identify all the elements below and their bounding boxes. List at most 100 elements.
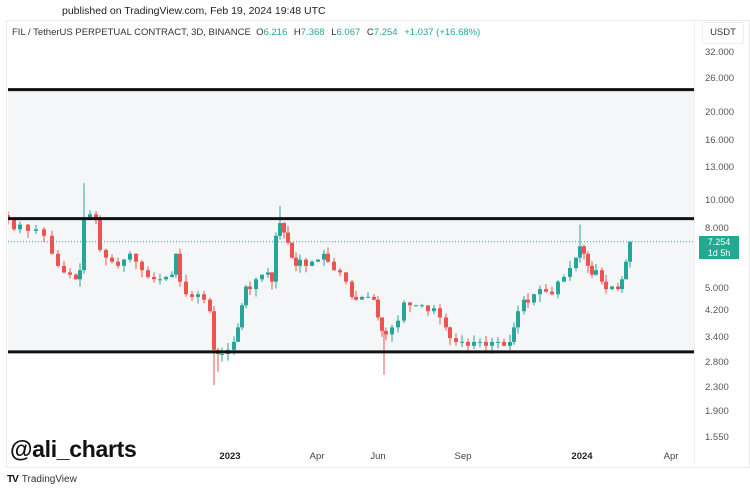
candle-down bbox=[454, 338, 458, 342]
candle-down bbox=[408, 302, 412, 306]
candle-down bbox=[380, 317, 384, 331]
candle-up bbox=[460, 341, 464, 343]
candle-down bbox=[372, 296, 376, 300]
candle-up bbox=[196, 294, 200, 297]
price-tick: 4.200 bbox=[705, 305, 729, 317]
candle-down bbox=[116, 261, 120, 266]
candle-down bbox=[376, 299, 380, 318]
candle-up bbox=[532, 294, 536, 303]
candle-down bbox=[466, 341, 470, 346]
candle-down bbox=[56, 253, 60, 266]
author-watermark: @ali_charts bbox=[10, 436, 137, 462]
candle-up bbox=[322, 253, 326, 260]
price-tick: 13.000 bbox=[705, 161, 735, 173]
time-tick: Sep bbox=[454, 451, 472, 462]
price-tick: 1.550 bbox=[705, 432, 729, 443]
candle-up bbox=[360, 296, 364, 300]
candle-down bbox=[304, 259, 308, 266]
candle-down bbox=[502, 341, 506, 346]
candle-down bbox=[68, 272, 72, 275]
candle-up bbox=[578, 246, 582, 258]
candle-down bbox=[544, 289, 548, 292]
tradingview-brand[interactable]: TV TradingView bbox=[7, 474, 77, 485]
low-value: 6.067 bbox=[336, 27, 361, 38]
candle-up bbox=[34, 229, 38, 231]
candle-down bbox=[202, 294, 206, 300]
candle-down bbox=[152, 276, 156, 280]
candle-up bbox=[78, 270, 82, 280]
candle-down bbox=[600, 270, 604, 282]
candle-up bbox=[82, 218, 86, 271]
candle-up bbox=[274, 235, 278, 282]
candle-up bbox=[522, 299, 526, 312]
candle-up bbox=[508, 341, 512, 346]
candle-up bbox=[414, 305, 418, 307]
price-tick: 10.000 bbox=[705, 194, 735, 206]
candle-up bbox=[174, 253, 178, 275]
candle-down bbox=[146, 270, 150, 277]
candle-up bbox=[478, 341, 482, 343]
time-tick: Jun bbox=[370, 451, 386, 462]
price-tick: 26.000 bbox=[705, 73, 735, 85]
candle-down bbox=[248, 286, 252, 290]
candle-up bbox=[556, 281, 560, 295]
candle-down bbox=[26, 224, 30, 231]
candle-up bbox=[128, 253, 132, 260]
candle-up bbox=[496, 341, 500, 343]
price-tick: 3.400 bbox=[705, 332, 729, 344]
time-tick: 2024 bbox=[571, 451, 593, 462]
candle-down bbox=[338, 270, 342, 273]
candle-down bbox=[282, 223, 286, 233]
candle-down bbox=[286, 232, 290, 243]
candle-up bbox=[402, 302, 406, 321]
candle-up bbox=[18, 224, 22, 230]
candle-up bbox=[396, 320, 400, 328]
candle-down bbox=[426, 305, 430, 312]
candle-up bbox=[122, 259, 126, 266]
price-tick: 8.000 bbox=[705, 223, 729, 235]
tradingview-logo-icon: TV bbox=[7, 474, 19, 485]
price-chart[interactable] bbox=[8, 20, 694, 465]
candle-down bbox=[590, 265, 594, 275]
candle-up bbox=[170, 274, 174, 277]
candle-up bbox=[266, 272, 270, 275]
candle-down bbox=[484, 341, 488, 346]
candle-up bbox=[236, 327, 240, 342]
candle-up bbox=[562, 276, 566, 282]
candle-up bbox=[88, 214, 92, 219]
candle-up bbox=[278, 223, 282, 236]
price-tick: 2.800 bbox=[705, 356, 729, 368]
candle-down bbox=[604, 281, 608, 290]
candle-down bbox=[184, 281, 188, 295]
candle-up bbox=[220, 354, 224, 356]
price-tick: 5.000 bbox=[705, 283, 729, 295]
candle-down bbox=[50, 235, 54, 254]
price-tick: 32.000 bbox=[705, 47, 735, 58]
time-tick: Apr bbox=[663, 451, 679, 462]
candle-up bbox=[158, 279, 162, 281]
candle-down bbox=[448, 327, 452, 339]
currency-unit-button[interactable]: USDT bbox=[702, 22, 744, 44]
price-axis-separator bbox=[694, 20, 695, 465]
brand-name: TradingView bbox=[21, 474, 77, 485]
candle-down bbox=[212, 311, 216, 350]
candle-up bbox=[472, 341, 476, 346]
candle-up bbox=[420, 305, 424, 307]
candle-up bbox=[624, 261, 628, 280]
candle-up bbox=[620, 279, 624, 290]
candle-down bbox=[444, 317, 448, 328]
time-tick: 2023 bbox=[219, 451, 241, 462]
candle-up bbox=[316, 259, 320, 262]
candle-up bbox=[232, 341, 236, 350]
candle-down bbox=[332, 261, 336, 271]
candle-up bbox=[366, 296, 370, 298]
published-note: published on TradingView.com, Feb 19, 20… bbox=[62, 5, 326, 17]
price-tick: 1.900 bbox=[705, 406, 729, 418]
candle-down bbox=[384, 330, 388, 335]
candle-up bbox=[516, 311, 520, 328]
candle-down bbox=[140, 261, 144, 271]
price-tick: 20.000 bbox=[705, 106, 735, 118]
high-value: 7.368 bbox=[300, 27, 325, 38]
candle-up bbox=[164, 276, 168, 280]
candle-down bbox=[74, 274, 78, 280]
